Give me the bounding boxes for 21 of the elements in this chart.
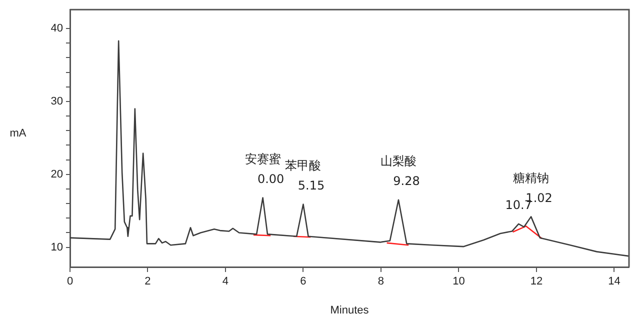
x-axis-title: Minutes	[330, 304, 370, 316]
x-tick-label: 14	[608, 276, 620, 288]
annotation: 安赛蜜	[244, 152, 281, 166]
annotation: 山梨酸	[380, 154, 416, 168]
x-tick-label: 4	[222, 276, 229, 288]
x-tick-label: 8	[378, 276, 384, 288]
y-tick-label: 40	[50, 22, 63, 35]
annotation: 9.28	[393, 174, 420, 188]
x-tick-label: 6	[300, 276, 306, 288]
y-tick-label: 20	[50, 168, 63, 180]
y-axis-title: mA	[10, 127, 27, 140]
annotation: 苯甲酸	[285, 158, 322, 172]
annotation: 5.15	[298, 178, 325, 192]
x-tick-label: 0	[66, 276, 74, 288]
annotation: 糖精钠	[513, 170, 550, 185]
y-tick-label: 30	[50, 96, 63, 108]
x-tick-label: 12	[530, 276, 543, 288]
y-tick-label: 10	[50, 241, 63, 254]
annotation: 0.00	[257, 172, 284, 186]
x-tick-label: 2	[144, 276, 151, 288]
x-tick-label: 10	[452, 276, 465, 288]
